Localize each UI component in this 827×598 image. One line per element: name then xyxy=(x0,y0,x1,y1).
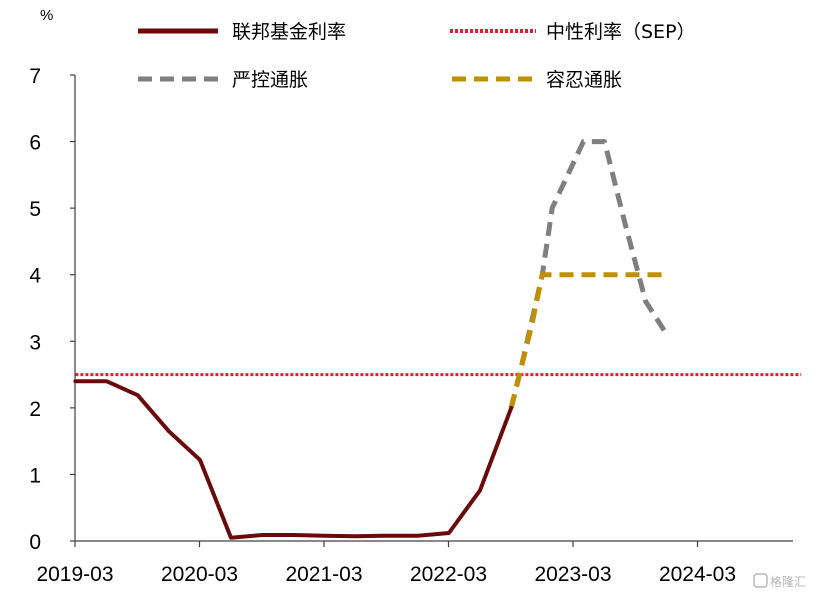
watermark-logo-icon xyxy=(753,573,768,588)
axes xyxy=(70,74,793,547)
x-tick-label: 2023-03 xyxy=(534,563,611,586)
y-tick-label: 4 xyxy=(29,265,41,288)
y-tick-label: 1 xyxy=(29,464,41,487)
x-tick-label: 2024-03 xyxy=(659,563,736,586)
x-tick-label: 2020-03 xyxy=(161,563,238,586)
x-tick-label: 2019-03 xyxy=(36,563,113,586)
y-unit-label: % xyxy=(40,7,53,24)
tolerant-inflation-line xyxy=(508,272,667,409)
legend-item-tolerant-inflation: 容忍通胀 xyxy=(452,69,622,91)
x-tick-label: 2021-03 xyxy=(285,563,362,586)
legend-label-fed-funds-rate: 联邦基金利率 xyxy=(232,21,346,43)
y-tick-label: 7 xyxy=(29,65,41,88)
y-tick-label: 5 xyxy=(29,198,41,221)
y-tick-label: 2 xyxy=(29,398,41,421)
legend-label-tolerant-inflation: 容忍通胀 xyxy=(546,69,622,91)
y-tick-label: 6 xyxy=(29,132,41,155)
legend: 联邦基金利率 中性利率（SEP） 严控通胀 容忍通胀 xyxy=(138,21,696,91)
tick-labels: 0 1 2 3 4 5 6 7 2019-03 2020-03 2021-03 2022-03 2023… xyxy=(29,65,736,586)
legend-label-neutral-rate: 中性利率（SEP） xyxy=(546,21,696,43)
legend-item-neutral-rate: 中性利率（SEP） xyxy=(450,21,696,43)
legend-item-fed-funds-rate: 联邦基金利率 xyxy=(138,21,346,43)
legend-label-strict-inflation: 严控通胀 xyxy=(232,69,308,91)
fed-funds-rate-line xyxy=(73,379,514,540)
y-tick-label: 3 xyxy=(29,331,41,354)
legend-item-strict-inflation: 严控通胀 xyxy=(138,69,308,91)
watermark: 格隆汇 xyxy=(753,573,806,589)
series-lines xyxy=(73,139,802,540)
x-tick-label: 2022-03 xyxy=(410,563,487,586)
y-tick-label: 0 xyxy=(29,531,41,554)
watermark-text: 格隆汇 xyxy=(770,574,806,589)
